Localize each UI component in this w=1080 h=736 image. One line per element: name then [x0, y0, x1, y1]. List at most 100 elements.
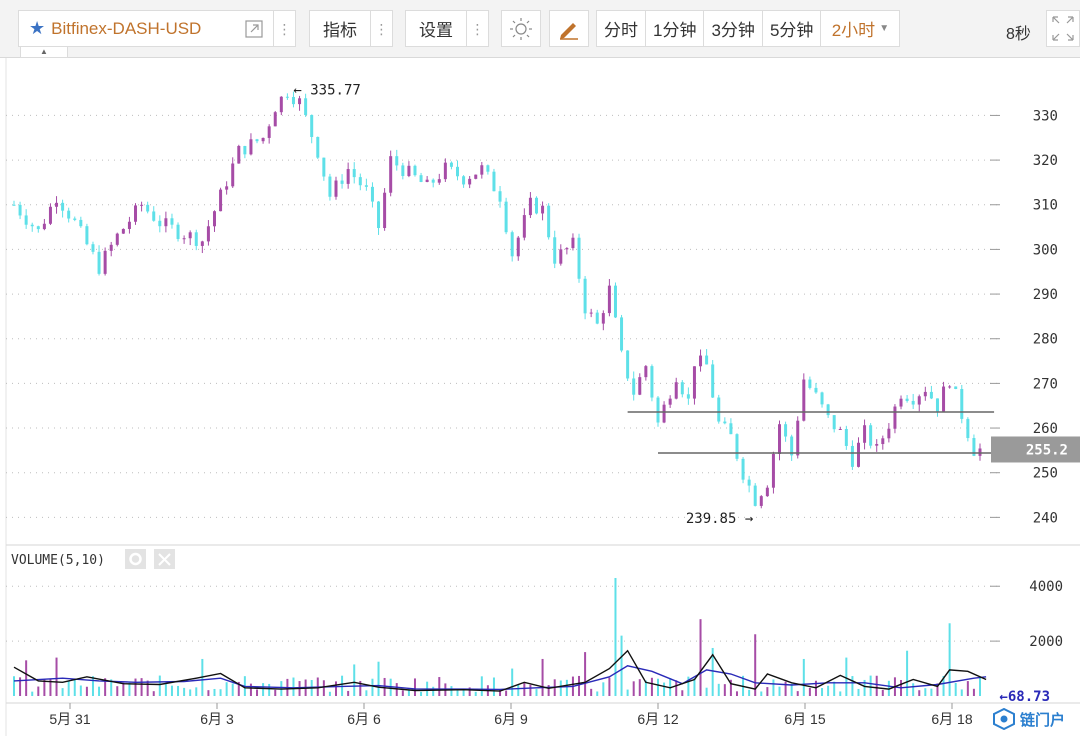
volume-bar [365, 690, 368, 696]
volume-bar [602, 682, 605, 696]
candle [291, 96, 295, 105]
volume-bar [98, 686, 101, 696]
volume-settings-button[interactable] [125, 549, 146, 569]
tab-timeframe-0[interactable]: 分时 [596, 10, 646, 47]
volume-bar [650, 677, 653, 696]
candle [644, 366, 648, 378]
candle [121, 228, 125, 234]
volume-bar [711, 647, 714, 696]
candle [948, 386, 952, 388]
fullscreen-icon [1052, 16, 1074, 41]
y-tick-label: 240 [1033, 510, 1058, 526]
volume-bar [335, 681, 337, 696]
candle [85, 226, 89, 245]
candle [638, 377, 642, 395]
candle [103, 250, 107, 274]
volume-bar [19, 677, 22, 696]
candle [972, 438, 976, 456]
candle [814, 387, 818, 393]
candle [832, 415, 836, 430]
candle [243, 145, 247, 155]
symbol-menu-dots-icon[interactable]: ⋮ [274, 10, 296, 47]
volume-bar [936, 683, 939, 696]
candle [176, 224, 180, 239]
tab-timeframe-active[interactable]: 2小时 ▼ [820, 10, 901, 47]
candle [492, 171, 496, 192]
volume-bar [225, 682, 228, 696]
candle [729, 423, 733, 435]
candle [674, 382, 678, 399]
candle [589, 312, 593, 314]
volume-bar [183, 687, 186, 696]
tab-label: 2小时 [831, 21, 876, 40]
x-tick-label: 6月 6 [347, 711, 381, 727]
volume-ma10-line [13, 665, 987, 691]
volume-bar [134, 678, 137, 696]
candle [838, 428, 842, 430]
tab-label: 3分钟 [711, 21, 755, 40]
candle [462, 176, 466, 185]
candle [577, 237, 581, 279]
settings-button[interactable]: 设置 [405, 10, 467, 47]
candle [352, 169, 356, 178]
candle [474, 174, 478, 179]
volume-close-button[interactable] [154, 549, 175, 569]
fullscreen-button[interactable] [1046, 10, 1080, 47]
volume-bar [231, 683, 234, 696]
candle [856, 442, 860, 467]
price-annotation: 239.85 → [686, 511, 753, 527]
volume-bar [256, 689, 259, 696]
volume-last-label: ←68.73 [999, 689, 1050, 705]
settings-menu-dots-icon[interactable]: ⋮ [467, 10, 489, 47]
candle [680, 382, 684, 395]
candle [735, 434, 739, 459]
collapse-toggle[interactable]: ▲ [20, 47, 68, 58]
volume-tick-label: 2000 [1029, 634, 1063, 650]
tab-timeframe-1[interactable]: 1分钟 [645, 10, 705, 47]
symbol-selector[interactable]: ★ Bitfinex-DASH-USD [18, 10, 274, 47]
y-tick-label: 280 [1033, 332, 1058, 348]
candle [42, 223, 46, 230]
candle [601, 313, 605, 324]
candle [778, 424, 782, 454]
candle [91, 244, 95, 252]
volume-bar [462, 688, 465, 696]
tab-timeframe-3[interactable]: 5分钟 [761, 10, 822, 47]
volume-bar [274, 689, 277, 696]
volume-bar [146, 680, 149, 696]
price-chart[interactable]: ← 335.77 239.85 → 255.2 ←68.73 240 250 260 270… [0, 58, 1080, 736]
tab-timeframe-2[interactable]: 3分钟 [703, 10, 763, 47]
candle [571, 237, 575, 249]
favorite-star-icon[interactable]: ★ [29, 18, 46, 38]
indicators-menu-dots-icon[interactable]: ⋮ [371, 10, 393, 47]
candle [966, 418, 970, 439]
candle [24, 215, 28, 225]
x-tick-label: 6月 12 [637, 711, 678, 727]
candle [48, 206, 52, 224]
volume-bar [766, 687, 769, 696]
candle [273, 112, 277, 127]
price-annotation: ← 335.77 [293, 83, 360, 99]
volume-bar [164, 684, 167, 696]
volume-bar [468, 687, 471, 696]
candle [765, 487, 769, 497]
volume-bar [863, 679, 866, 696]
indicators-button[interactable]: 指标 [309, 10, 371, 47]
x-tick-label: 5月 31 [49, 711, 90, 727]
volume-bar [729, 679, 732, 696]
volume-bar [699, 619, 702, 696]
volume-bar [213, 688, 216, 696]
volume-bar [827, 685, 830, 696]
volume-bar [195, 687, 198, 696]
candle [419, 175, 423, 182]
draw-tool-button[interactable] [549, 10, 589, 47]
candle [425, 179, 429, 182]
volume-bar [948, 623, 951, 696]
candle [212, 211, 216, 227]
theme-toggle-button[interactable] [501, 10, 541, 47]
indicators-label: 指标 [323, 21, 357, 40]
candle [929, 391, 933, 399]
volume-bar [37, 686, 40, 696]
external-link-icon[interactable] [245, 20, 263, 38]
candle [869, 425, 873, 446]
